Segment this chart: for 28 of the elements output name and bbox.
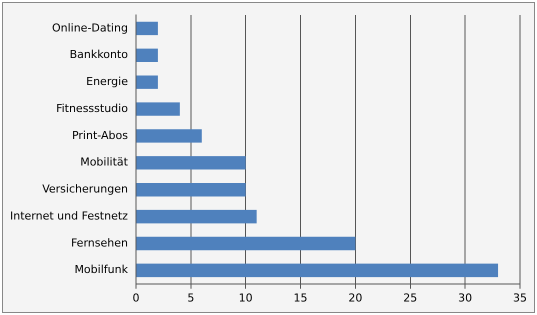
bar	[136, 210, 257, 224]
y-tick-label: Online-Dating	[52, 21, 128, 34]
x-tick-label: 10	[238, 291, 253, 304]
bar	[136, 102, 180, 116]
bar	[136, 236, 356, 250]
y-tick-label: Internet und Festnetz	[10, 209, 128, 222]
bar	[136, 264, 498, 278]
x-tick-label: 25	[403, 291, 418, 304]
y-tick-label: Bankkonto	[70, 48, 128, 62]
bar	[136, 129, 202, 143]
bar	[136, 48, 158, 62]
x-tick-label: 5	[187, 291, 194, 304]
y-tick-label: Fernsehen	[70, 236, 128, 250]
bar	[136, 156, 246, 170]
x-tick-label: 35	[513, 291, 527, 304]
x-tick-label: 0	[132, 291, 140, 304]
y-tick-label: Print-Abos	[72, 128, 128, 142]
bar	[136, 75, 158, 89]
x-tick-label: 20	[348, 291, 362, 304]
y-tick-label: Mobilität	[80, 156, 129, 169]
bar	[136, 22, 158, 36]
x-tick-label: 30	[458, 291, 472, 304]
x-tick-label: 15	[294, 291, 308, 304]
y-tick-label: Versicherungen	[42, 182, 128, 196]
y-tick-label: Fitnessstudio	[56, 102, 128, 115]
bar	[136, 183, 246, 196]
y-tick-label: Mobilfunk	[74, 263, 129, 276]
y-tick-label: Energie	[86, 75, 128, 88]
